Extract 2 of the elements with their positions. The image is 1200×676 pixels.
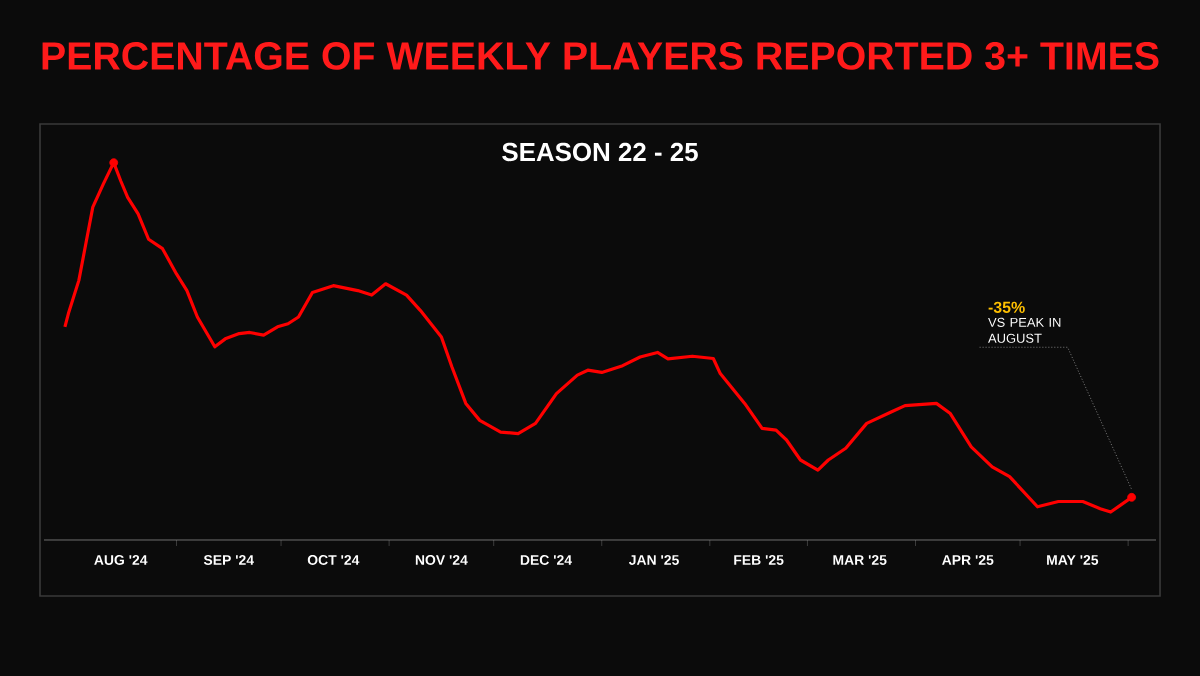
chart-title: PERCENTAGE OF WEEKLY PLAYERS REPORTED 3+ TIMES	[42, 42, 1159, 70]
chart-subtitle: SEASON 22 - 25	[502, 142, 698, 162]
